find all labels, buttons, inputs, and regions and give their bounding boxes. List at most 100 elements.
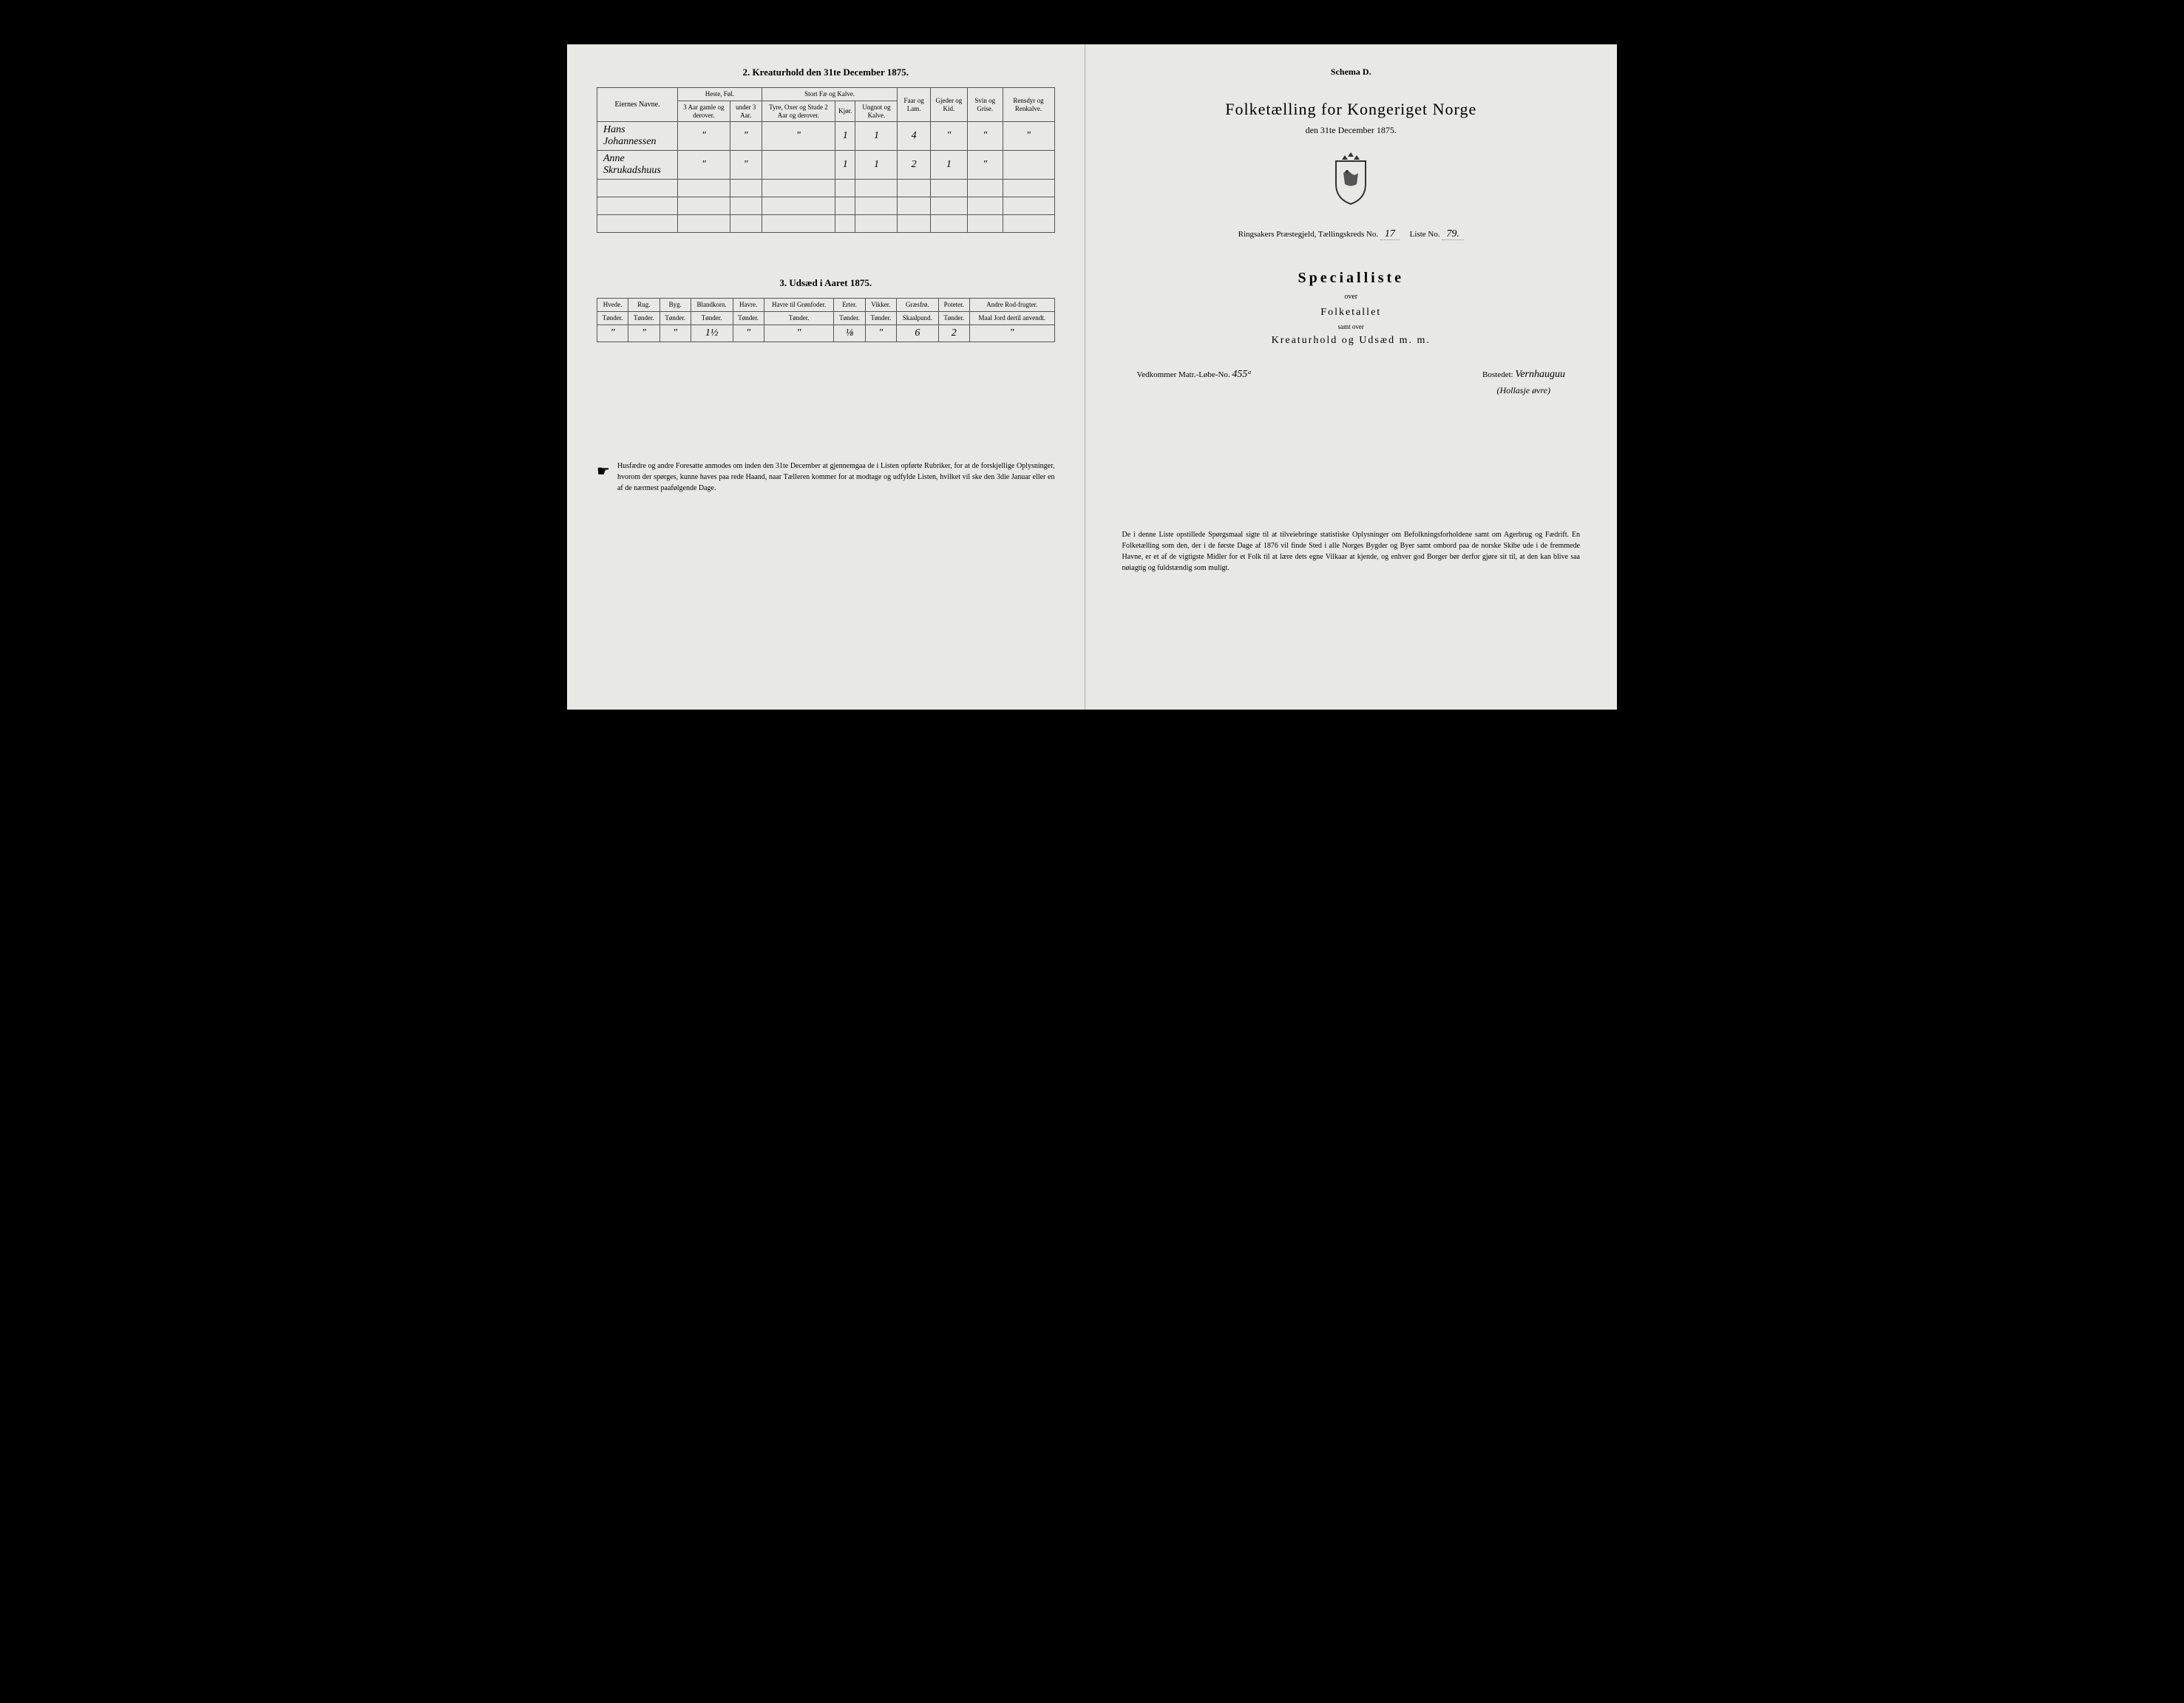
empty-row [597,180,1055,197]
main-title: Folketælling for Kongeriget Norge [1122,100,1581,119]
th-young: Ungnot og Kalve. [855,101,898,122]
section2-title: 2. Kreaturhold den 31te December 1875. [597,67,1055,78]
livestock-table: Eiernes Navne. Heste, Føl. Stort Fæ og K… [597,87,1055,233]
bostedet-label: Bostedet: [1482,370,1513,379]
cell: 2 [938,324,969,341]
matr-no: 455ᵃ [1232,369,1252,380]
th-barley: Byg. [659,299,691,312]
cell: " [733,324,764,341]
th-unit: Tønder. [834,312,865,325]
th-horses: Heste, Føl. [678,88,762,101]
scan-frame: 2. Kreaturhold den 31te December 1875. E… [537,15,1647,739]
th-unit-other: Maal Jord dertil anvendt. [969,312,1054,325]
cell: " [678,151,730,180]
cell: 6 [896,324,938,341]
liste-no: 79. [1442,228,1464,240]
cell: ⅛ [834,324,865,341]
th-unit: Tønder. [764,312,834,325]
th-wheat: Hvede. [597,299,628,312]
th-reindeer: Rensdyr og Renkalve. [1003,88,1054,122]
th-unit: Tønder. [659,312,691,325]
census-date: den 31te December 1875. [1122,125,1581,136]
parish-label: Ringsakers Præstegjeld, Tællingskreds No… [1238,230,1379,239]
cell: " [967,122,1003,151]
folketallet: Folketallet [1122,307,1581,319]
th-peas: Erter. [834,299,865,312]
footer-left-text: Husfædre og andre Foresatte anmodes om i… [617,460,1055,494]
th-cows: Kjør. [835,101,855,122]
th-bulls: Tyre, Oxer og Stude 2 Aar og derover. [762,101,835,122]
parish-line: Ringsakers Præstegjeld, Tællingskreds No… [1122,228,1581,240]
census-document: 2. Kreaturhold den 31te December 1875. E… [567,44,1617,710]
cell: " [969,324,1054,341]
cell: 1 [855,122,898,151]
th-horses-old: 3 Aar gamle og derover. [678,101,730,122]
cell: " [730,151,762,180]
vedkommer-label: Vedkommer Matr.-Løbe-No. [1137,370,1230,379]
seed-table: Hvede. Rug. Byg. Blandkorn. Havre. Havre… [597,298,1055,342]
over-text: over [1122,293,1581,301]
cell: " [764,324,834,341]
livestock-row: Hans Johannessen " " " 1 1 4 " " " [597,122,1055,151]
cell: 1 [930,151,967,180]
th-pigs: Svin og Grise. [967,88,1003,122]
special-title: Specialliste [1122,270,1581,287]
empty-row [597,215,1055,233]
cell: " [930,122,967,151]
bostedet: Vernhauguu [1515,369,1565,380]
coat-of-arms-icon [1122,151,1581,206]
cell: 4 [898,122,930,151]
bostedet-sub: (Hollasje øvre) [1122,385,1581,396]
page-right: Schema D. Folketælling for Kongeriget No… [1085,44,1618,710]
cell: 1 [855,151,898,180]
cell: " [628,324,659,341]
th-owner: Eiernes Navne. [597,88,678,122]
th-grass: Græsfrø. [896,299,938,312]
vedkommer-line: Vedkommer Matr.-Løbe-No. 455ᵃ Bostedet: … [1122,369,1581,381]
cell: " [1003,122,1054,151]
th-horses-young: under 3 Aar. [730,101,762,122]
kreatur-line: Kreaturhold og Udsæd m. m. [1122,335,1581,347]
section3-title: 3. Udsæd i Aaret 1875. [597,277,1055,289]
th-unit: Tønder. [865,312,896,325]
th-unit: Tønder. [938,312,969,325]
th-vetch: Vikker. [865,299,896,312]
owner-cell: Hans Johannessen [597,122,678,151]
livestock-row: Anne Skrukadshuus " " 1 1 2 1 " [597,151,1055,180]
th-oats-fodder: Havre til Grønfoder. [764,299,834,312]
th-other: Andre Rod-frugter. [969,299,1054,312]
cell: " [597,324,628,341]
cell: " [678,122,730,151]
th-unit: Tønder. [733,312,764,325]
th-mixed: Blandkorn. [691,299,733,312]
th-rye: Rug. [628,299,659,312]
empty-row [597,197,1055,215]
seed-row: " " " 1½ " " ⅛ " 6 2 " [597,324,1055,341]
cell [1003,151,1054,180]
cell: " [762,122,835,151]
cell: " [730,122,762,151]
owner-cell: Anne Skrukadshuus [597,151,678,180]
cell: 1 [835,122,855,151]
cell: " [659,324,691,341]
cell [762,151,835,180]
th-oats: Havre. [733,299,764,312]
schema-label: Schema D. [1122,67,1581,78]
th-unit: Tønder. [628,312,659,325]
th-unit: Tønder. [691,312,733,325]
cell: 1½ [691,324,733,341]
th-goats: Gjeder og Kid. [930,88,967,122]
samt-over: samt over [1122,323,1581,330]
liste-label: Liste No. [1410,230,1440,239]
th-potatoes: Poteter. [938,299,969,312]
page-left: 2. Kreaturhold den 31te December 1875. E… [567,44,1085,710]
th-unit-grass: Skaalpund. [896,312,938,325]
th-cattle: Stort Fæ og Kalve. [762,88,898,101]
parish-no: 17 [1380,228,1400,240]
th-sheep: Faar og Lam. [898,88,930,122]
footer-right: De i denne Liste opstillede Spørgsmaal s… [1122,529,1581,574]
footer-left: ☛ Husfædre og andre Foresatte anmodes om… [597,460,1055,494]
cell: " [865,324,896,341]
cell: 2 [898,151,930,180]
pointing-hand-icon: ☛ [597,460,610,494]
